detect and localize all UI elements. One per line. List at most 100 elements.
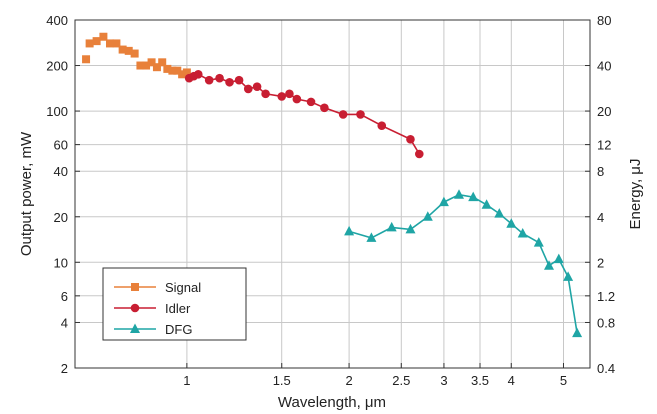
- legend-marker-idler: [130, 303, 140, 313]
- idler-point: [306, 97, 316, 107]
- idler-point: [261, 89, 270, 99]
- y-tick-label-right: 12: [597, 138, 611, 153]
- x-tick-label: 2.5: [392, 373, 410, 388]
- signal-point: [168, 66, 177, 75]
- signal-point: [173, 66, 182, 75]
- x-tick-label: 3: [440, 373, 447, 388]
- dfg-point: [506, 218, 517, 228]
- legend-label-dfg: DFG: [165, 322, 192, 337]
- y-tick-label-left: 4: [61, 315, 68, 330]
- dfg-line: [348, 193, 578, 334]
- dfg-point: [454, 189, 464, 199]
- dfg-point: [438, 196, 449, 207]
- signal-point: [82, 55, 91, 64]
- dfg-point: [405, 223, 416, 234]
- idler-point: [356, 110, 365, 119]
- dfg-point: [563, 271, 574, 281]
- dfg-point: [533, 237, 544, 247]
- legend-items: Signal Idler DFG: [114, 280, 201, 337]
- dfg-point: [468, 191, 479, 202]
- dfg-point: [572, 327, 583, 338]
- signal-point: [178, 70, 187, 79]
- y-tick-label-right: 80: [597, 13, 611, 28]
- idler-point: [243, 84, 253, 94]
- dfg-point: [553, 253, 564, 264]
- idler-point: [338, 110, 348, 119]
- x-tick-label: 5: [560, 373, 567, 388]
- dfg-point: [422, 211, 433, 221]
- idler-point: [252, 82, 262, 91]
- signal-point: [136, 61, 145, 70]
- idler-point: [377, 121, 387, 131]
- series-dfg: [344, 189, 583, 338]
- y-tick-label-left: 40: [54, 164, 68, 179]
- dfg-point: [517, 228, 528, 238]
- y-axis-label-right: Energy, μJ: [627, 159, 644, 230]
- y-tick-label-left: 20: [54, 210, 68, 225]
- y-tick-label-right: 0.8: [597, 315, 615, 330]
- series-layer: [82, 32, 583, 338]
- idler-point: [320, 103, 329, 113]
- idler-point: [406, 135, 415, 144]
- signal-point: [112, 39, 121, 48]
- idler-point: [414, 149, 424, 159]
- y-tick-label-right: 0.4: [597, 361, 615, 376]
- signal-point: [124, 46, 133, 55]
- signal-point: [142, 61, 151, 70]
- y-axis-label-left: Output power, mW: [18, 131, 35, 256]
- legend: Signal Idler DFG: [102, 267, 247, 341]
- y-tick-label-left: 200: [46, 59, 68, 74]
- dfg-point: [344, 225, 355, 236]
- idler-point: [215, 73, 224, 83]
- signal-point: [85, 39, 94, 48]
- idler-point: [225, 77, 234, 87]
- x-tick-label: 2: [345, 373, 352, 388]
- legend-marker-dfg: [130, 323, 140, 333]
- x-tick-label: 1.5: [273, 373, 291, 388]
- y-tick-label-left: 400: [46, 13, 68, 28]
- signal-point: [99, 32, 108, 41]
- legend-marker-signal: [131, 283, 139, 291]
- y-tick-label-left: 100: [46, 104, 68, 119]
- y-tick-label-right: 1.2: [597, 289, 615, 304]
- x-tick-label: 3.5: [471, 373, 489, 388]
- idler-line: [188, 73, 420, 155]
- signal-point: [163, 64, 172, 73]
- legend-box: [102, 267, 247, 341]
- idler-point: [292, 94, 302, 104]
- idler-point: [193, 69, 203, 79]
- y-tick-label-right: 2: [597, 255, 604, 270]
- signal-point: [152, 63, 161, 72]
- y-tick-label-left: 10: [54, 255, 68, 270]
- x-axis-label: Wavelength, μm: [278, 394, 386, 411]
- plot-frame: [74, 19, 591, 369]
- series-idler: [184, 69, 424, 159]
- dfg-point: [481, 199, 492, 209]
- signal-point: [92, 37, 101, 46]
- signal-point: [118, 45, 127, 54]
- idler-point: [277, 92, 287, 101]
- legend-label-signal: Signal: [165, 280, 201, 295]
- idler-point: [285, 89, 294, 99]
- y-tick-label-right: 40: [597, 59, 611, 74]
- x-tick-label: 4: [508, 373, 515, 388]
- legend-label-idler: Idler: [165, 301, 191, 316]
- series-signal: [82, 32, 191, 79]
- y-tick-label-right: 8: [597, 164, 604, 179]
- signal-point: [147, 58, 156, 67]
- signal-point: [105, 39, 114, 48]
- signal-point: [130, 49, 139, 58]
- y-tick-label-right: 4: [597, 210, 604, 225]
- signal-point: [182, 68, 191, 77]
- axis-ticks: 1 1.5 2 2.5 3 3.5 4 5 2 4 6 10 20 40 60 100 200 400 0.4 0.8…: [46, 13, 615, 388]
- dfg-point: [366, 232, 377, 242]
- dfg-point: [386, 221, 397, 232]
- dfg-point: [494, 208, 505, 218]
- idler-point: [234, 75, 244, 85]
- signal-point: [158, 58, 167, 67]
- x-tick-label: 1: [183, 373, 190, 388]
- y-tick-label-left: 60: [54, 138, 68, 153]
- y-tick-label-left: 6: [61, 289, 68, 304]
- dfg-point: [544, 260, 554, 270]
